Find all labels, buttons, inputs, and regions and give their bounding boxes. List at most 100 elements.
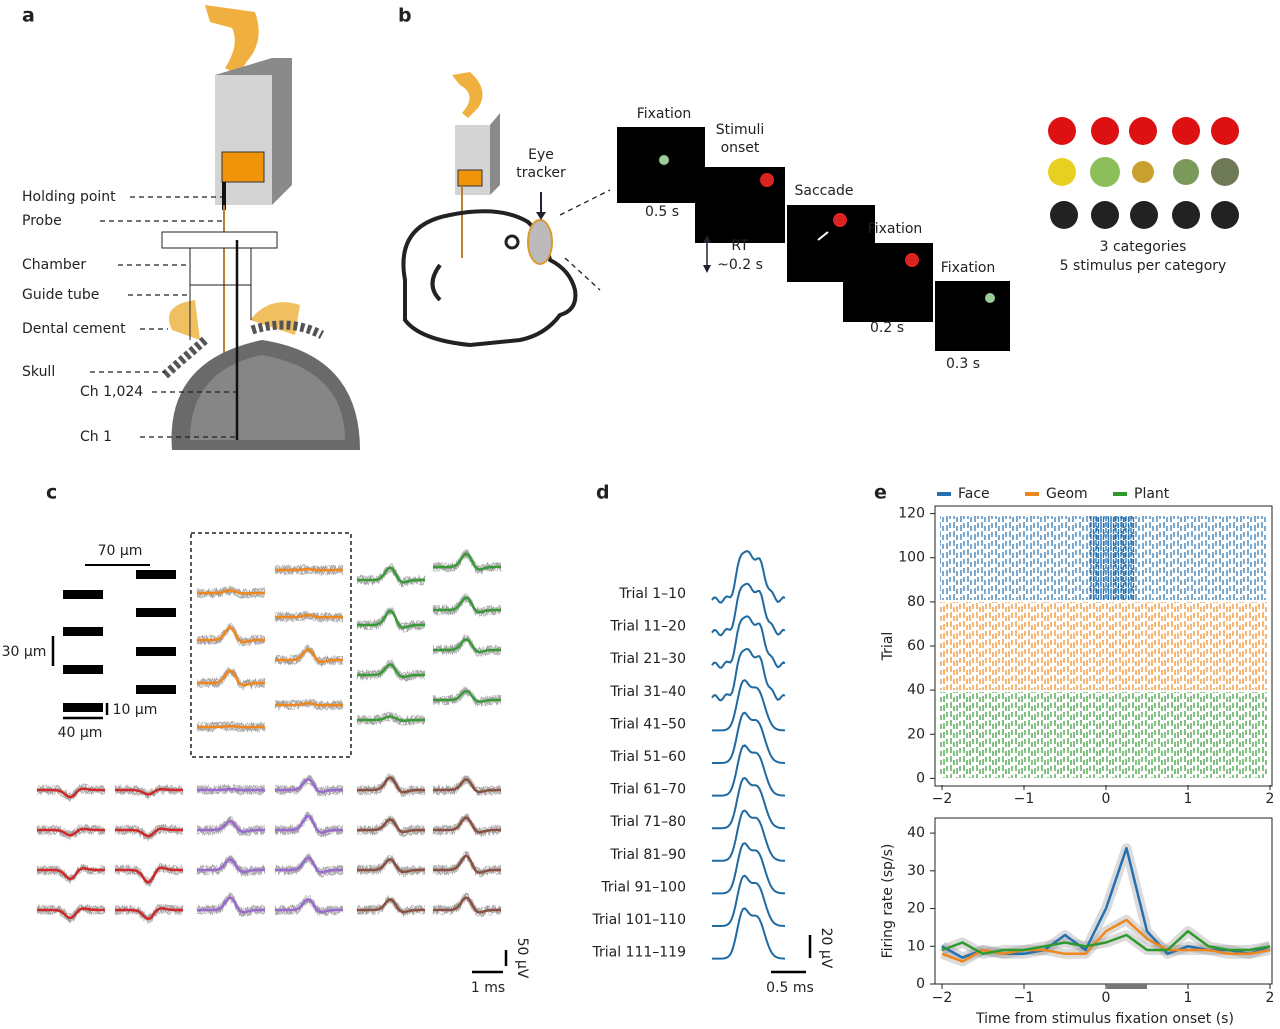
mean-trace bbox=[37, 907, 105, 920]
mean-trace bbox=[357, 566, 425, 584]
trace bbox=[274, 564, 344, 576]
x-tick-label: 2 bbox=[1266, 791, 1275, 807]
duration: 0.3 s bbox=[946, 356, 980, 372]
note: 5 stimulus per category bbox=[1060, 258, 1227, 274]
trial-trace bbox=[712, 842, 786, 895]
mean-trace bbox=[115, 787, 183, 796]
y-tick-label: 80 bbox=[907, 594, 925, 610]
trial-waveforms: 20 μV 0.5 ms Trial 1–10 Trial 11–20 Trial … bbox=[591, 550, 834, 996]
trace bbox=[274, 857, 344, 876]
y-tick-label: 10 bbox=[907, 938, 925, 954]
mean-trace bbox=[115, 827, 183, 838]
scale-label: 0.5 ms bbox=[766, 980, 814, 996]
trace bbox=[196, 585, 266, 599]
rate-frame bbox=[934, 817, 1273, 985]
legend-label: Plant bbox=[1134, 486, 1170, 502]
y-tick-label: 0 bbox=[916, 770, 925, 786]
trace bbox=[196, 668, 266, 690]
trace bbox=[114, 863, 184, 887]
mean-trace bbox=[197, 819, 265, 833]
mean-trace bbox=[357, 609, 425, 629]
mean-trace bbox=[197, 896, 265, 914]
step: Saccade bbox=[795, 183, 854, 199]
y-axis-label: Trial bbox=[880, 632, 896, 662]
mean-trace bbox=[357, 662, 425, 679]
y-tick-label: 100 bbox=[898, 550, 925, 566]
mean-trace bbox=[433, 552, 501, 571]
rate-line bbox=[941, 929, 1271, 956]
label: Holding point bbox=[22, 189, 116, 205]
panel-label: b bbox=[398, 5, 412, 27]
mean-trace bbox=[197, 787, 265, 792]
trial-label: Trial 101–110 bbox=[591, 912, 686, 928]
label: Eye bbox=[528, 147, 554, 163]
trial-label: Trial 51–60 bbox=[609, 749, 686, 765]
mean-trace bbox=[433, 816, 501, 834]
panel-label: d bbox=[596, 482, 610, 504]
mean-trace bbox=[275, 777, 343, 794]
label: Dental cement bbox=[22, 321, 126, 337]
trace bbox=[432, 686, 502, 707]
trace bbox=[274, 643, 344, 665]
x-tick-label: 0 bbox=[1102, 791, 1111, 807]
step: Fixation bbox=[637, 106, 692, 122]
trace bbox=[356, 663, 426, 681]
mean-trace bbox=[115, 866, 183, 884]
mean-trace bbox=[275, 647, 343, 664]
y-tick-label: 120 bbox=[898, 506, 925, 522]
step: Stimuli bbox=[716, 122, 765, 138]
mean-trace bbox=[275, 701, 343, 707]
x-tick-label: 0 bbox=[1102, 990, 1111, 1006]
trial-label: Trial 71–80 bbox=[609, 814, 686, 830]
x-tick-label: −1 bbox=[1014, 791, 1035, 807]
y-tick-label: 20 bbox=[907, 726, 925, 742]
x-tick-label: −2 bbox=[932, 791, 953, 807]
panel-b-labels: Eye tracker Fixation Stimuli onset Sacca… bbox=[516, 106, 1226, 372]
mean-trace bbox=[275, 856, 343, 874]
trial-trace bbox=[711, 615, 786, 669]
trace bbox=[114, 904, 184, 922]
mean-trace bbox=[433, 689, 501, 703]
y-tick-label: 0 bbox=[916, 976, 925, 992]
legend-label: Geom bbox=[1046, 486, 1088, 502]
x-tick-label: 1 bbox=[1184, 791, 1193, 807]
trial-trace bbox=[711, 582, 786, 637]
mean-trace bbox=[197, 626, 265, 644]
y-tick-label: 20 bbox=[907, 901, 925, 917]
trial-label: Trial 21–30 bbox=[609, 651, 686, 667]
scale-label: 70 μm bbox=[98, 543, 143, 559]
trace bbox=[432, 638, 502, 658]
trial-trace bbox=[712, 809, 786, 862]
trace bbox=[36, 824, 106, 839]
step: Fixation bbox=[868, 221, 923, 237]
trace bbox=[356, 894, 426, 916]
trace bbox=[114, 863, 184, 885]
mean-trace bbox=[357, 776, 425, 794]
stimuli bbox=[1048, 117, 1239, 229]
mean-trace bbox=[197, 724, 265, 729]
mean-trace bbox=[433, 777, 501, 794]
mean-trace bbox=[275, 814, 343, 834]
panel-label: e bbox=[874, 482, 887, 504]
trace bbox=[196, 671, 266, 688]
trace bbox=[274, 899, 344, 916]
trial-label: Trial 111–119 bbox=[591, 945, 686, 961]
label: Ch 1 bbox=[80, 429, 112, 445]
x-tick-label: −1 bbox=[1014, 990, 1035, 1006]
step: onset bbox=[721, 140, 760, 156]
panel-label: c bbox=[46, 482, 57, 504]
trial-trace bbox=[712, 776, 786, 830]
trace bbox=[274, 818, 344, 838]
waveform-panel: 70 μm 30 μm 10 μm 40 μm 50 μV 1 ms bbox=[2, 532, 530, 996]
step: Fixation bbox=[941, 260, 996, 276]
trial-trace bbox=[712, 679, 786, 732]
label: Probe bbox=[22, 213, 62, 229]
mean-trace bbox=[197, 669, 265, 687]
probe-diagram bbox=[161, 5, 360, 450]
trace bbox=[432, 774, 502, 796]
rt: RT bbox=[731, 238, 749, 254]
trace bbox=[196, 854, 266, 877]
mean-trace bbox=[197, 857, 265, 874]
